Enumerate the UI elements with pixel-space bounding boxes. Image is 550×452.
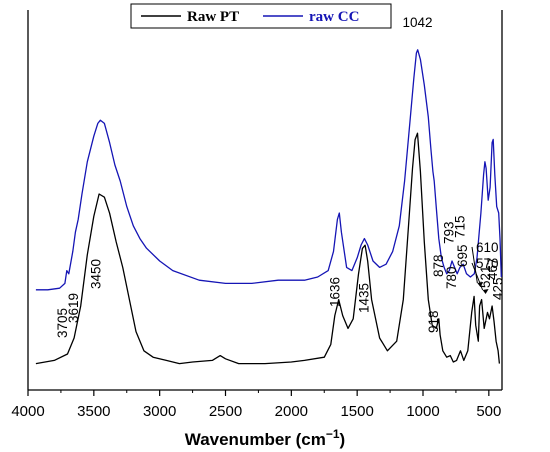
series-layer xyxy=(35,49,502,365)
peak-arrow-610 xyxy=(471,246,478,284)
peak-label-1435: 1435 xyxy=(357,283,372,313)
peak-label-610: 610 xyxy=(476,240,499,255)
peak-label-780: 780 xyxy=(444,266,459,289)
x-tick-group: 4000 3500 3000 2500 2000 1500 1000 500 xyxy=(11,390,501,420)
legend-label-raw-pt: Raw PT xyxy=(187,9,239,25)
series-line-raw-pt xyxy=(35,132,501,365)
peak-label-1042: 1042 xyxy=(402,15,432,30)
x-tick-label-500: 500 xyxy=(476,403,501,420)
peak-label-3619: 3619 xyxy=(66,293,81,323)
peak-label-878: 878 xyxy=(431,254,446,277)
peak-label-695: 695 xyxy=(455,244,470,267)
x-axis-title-main: Wavenumber (cm xyxy=(185,430,326,449)
peak-arrowhead-570 xyxy=(482,289,489,294)
peak-label-918: 918 xyxy=(426,310,441,333)
peak-label-793: 793 xyxy=(441,221,456,244)
x-tick-label-3000: 3000 xyxy=(143,403,176,420)
peak-label-425: 425 xyxy=(491,277,506,300)
peak-label-570: 570 xyxy=(476,256,499,271)
peak-label-1636: 1636 xyxy=(327,277,342,307)
peak-label-3705: 3705 xyxy=(55,308,70,338)
peak-arrow-570 xyxy=(471,262,484,291)
x-axis-title-sup: −1 xyxy=(326,427,340,441)
legend: Raw PT raw CC xyxy=(130,3,392,29)
peak-label-715: 715 xyxy=(453,215,468,238)
x-tick-label-2000: 2000 xyxy=(275,403,308,420)
x-tick-label-4000: 4000 xyxy=(11,403,44,420)
x-axis-title: Wavenumber (cm−1) xyxy=(185,427,345,449)
peak-label-3450: 3450 xyxy=(88,259,103,289)
x-tick-label-2500: 2500 xyxy=(209,403,242,420)
x-tick-label-1500: 1500 xyxy=(340,403,373,420)
peak-label-467: 467 xyxy=(485,257,500,280)
x-tick-label-3500: 3500 xyxy=(77,403,110,420)
legend-label-raw-cc: raw CC xyxy=(309,9,359,25)
series-line-raw-cc xyxy=(35,49,502,291)
x-tick-label-1000: 1000 xyxy=(406,403,439,420)
x-axis-title-close: ) xyxy=(340,430,346,449)
